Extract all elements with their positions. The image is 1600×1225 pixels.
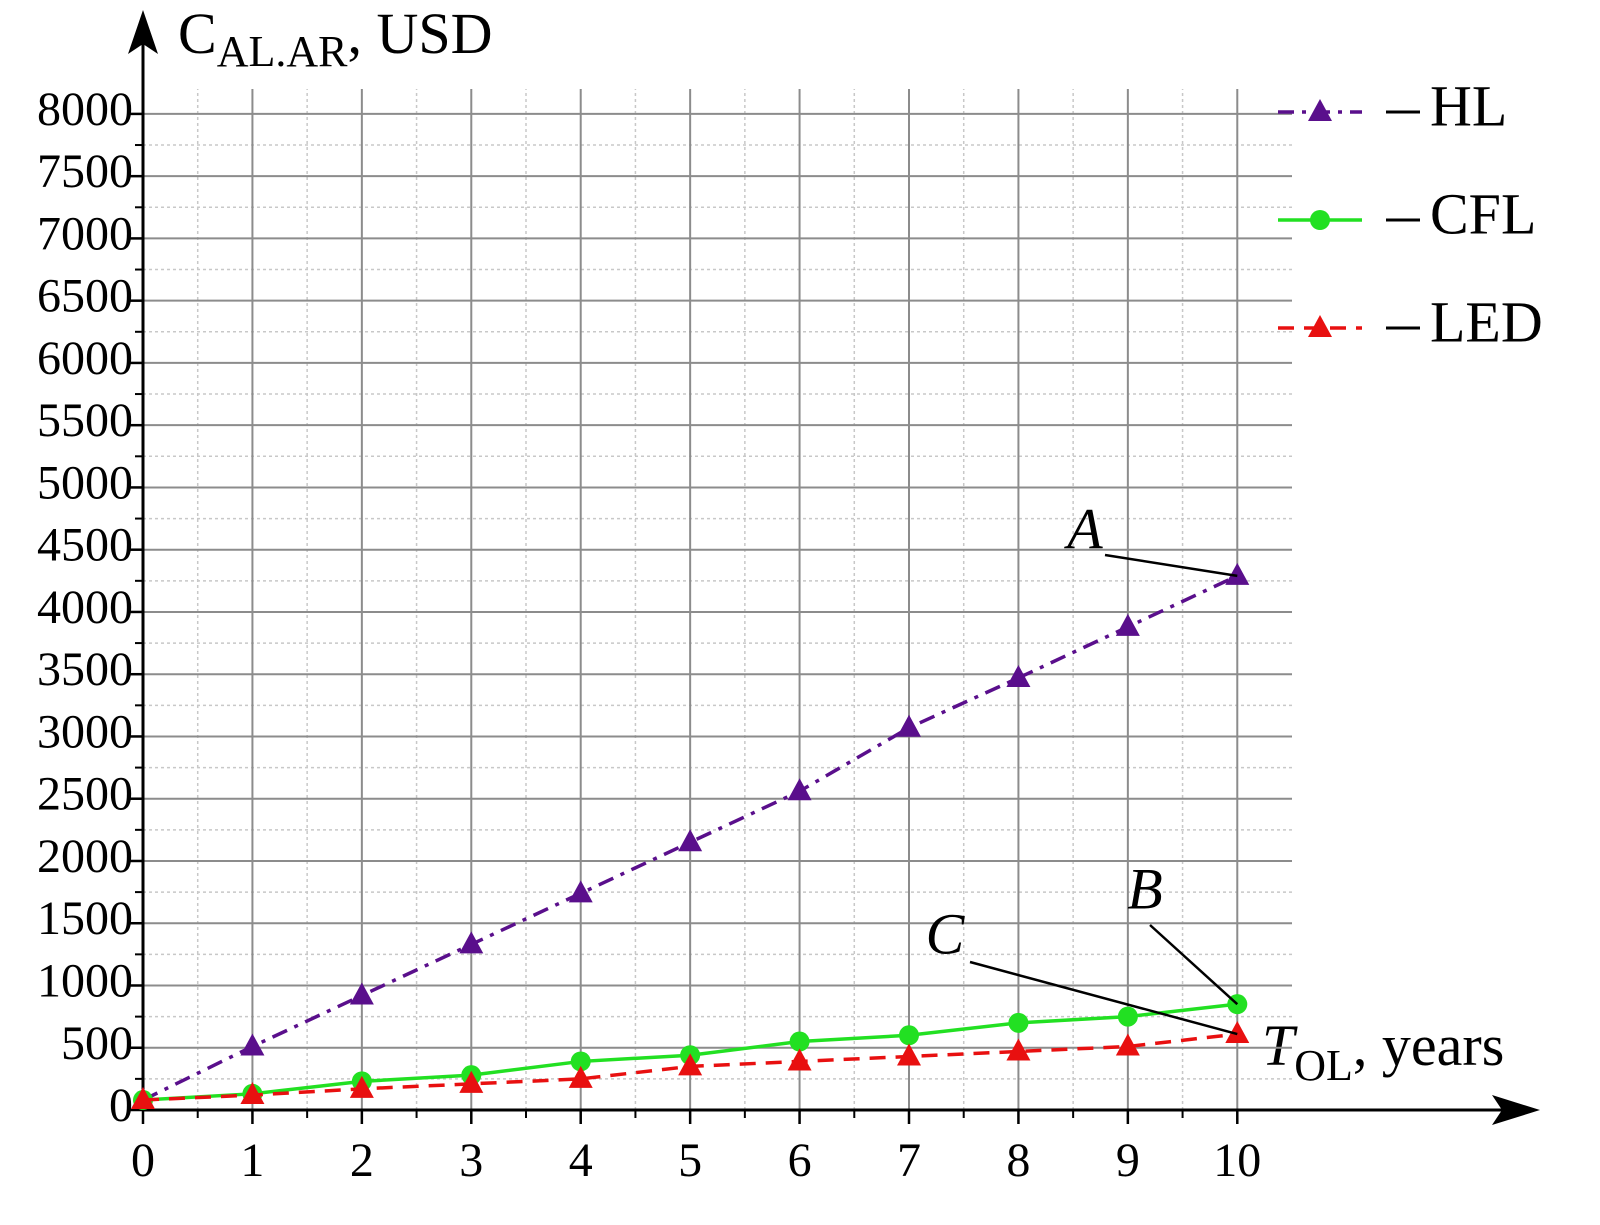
legend-entry: LED [1278,289,1543,354]
y-tick-label: 8000 [37,83,133,136]
series-line [142,574,1239,1102]
data-point [568,880,593,903]
y-tick-label: 5500 [37,394,133,447]
y-axis-title-rest: , USD [347,1,492,66]
data-point [1006,1038,1031,1061]
data-point [789,1031,810,1052]
y-tick-label: 500 [61,1017,133,1070]
y-tick-label: 4500 [37,519,133,572]
legend-label: LED [1430,289,1543,354]
data-point [349,982,374,1005]
y-tick-label: 7500 [37,145,133,198]
x-tick-label: 0 [131,1134,155,1187]
y-tick-label: 6000 [37,332,133,385]
y-tick-label: 7000 [37,207,133,260]
data-point [240,1033,265,1056]
y-tick-label: 5000 [37,456,133,509]
x-tick-label: 6 [788,1134,812,1187]
y-axis-title-main: C [178,1,217,66]
x-axis-title: TOL, years [1262,1013,1504,1090]
legend-marker [1308,315,1332,337]
annotation: C [926,901,966,966]
data-point [459,931,484,954]
data-point [1115,1033,1140,1056]
data-point [1115,613,1140,636]
y-tick-label: 4000 [37,581,133,634]
legend-label: HL [1430,73,1507,138]
data-point [678,829,703,852]
data-point [1008,1012,1029,1033]
y-tick-label: 1000 [37,955,133,1008]
x-tick-label: 2 [350,1134,374,1187]
annotation-leader [1104,553,1238,578]
y-tick-label: 3000 [37,705,133,758]
legend-label: CFL [1430,181,1536,246]
x-axis-title-sub: OL [1294,1041,1353,1090]
legend-marker [1310,210,1330,230]
y-tick-label: 0 [109,1079,133,1132]
y-axis-title-sub: AL.AR [217,27,348,76]
annotation-leader [969,960,1238,1036]
data-point [897,1043,921,1066]
data-point [240,1082,265,1105]
y-tick-label: 3500 [37,643,133,696]
data-point [568,1065,593,1088]
data-point [459,1070,484,1093]
x-tick-label: 10 [1213,1134,1261,1187]
data-point [899,1025,919,1046]
data-point [1117,1006,1138,1027]
x-tick-label: 1 [240,1134,264,1187]
x-tick-label: 8 [1006,1134,1030,1187]
x-axis-title-main: T [1262,1013,1298,1078]
data-point [787,1048,812,1071]
data-point [1225,1021,1250,1044]
legend-marker [1308,99,1332,121]
x-tick-label: 3 [459,1134,483,1187]
data-point [897,714,921,737]
legend-entry: HL [1278,73,1507,138]
y-tick-label: 2500 [37,768,133,821]
y-tick-label: 6500 [37,270,133,323]
y-tick-label: 1500 [37,892,133,945]
x-tick-label: 9 [1116,1134,1140,1187]
x-axis-title-rest: , years [1353,1013,1504,1078]
annotation-leader [1149,924,1239,1006]
y-tick-label: 2000 [37,830,133,883]
x-tick-label: 5 [678,1134,702,1187]
x-tick-label: 7 [897,1134,921,1187]
annotation: B [1127,856,1162,921]
annotation: A [1063,496,1103,561]
data-point [349,1075,374,1098]
data-point [787,778,812,801]
data-point [570,1051,591,1072]
data-point [131,1087,155,1110]
legend-entry: CFL [1278,181,1536,246]
data-point [1225,562,1250,585]
y-axis-arrow [128,10,158,54]
data-point [1006,664,1031,687]
data-point [678,1053,703,1076]
x-tick-label: 4 [569,1134,593,1187]
x-axis-arrow [1492,1095,1540,1125]
y-axis-title: CAL.AR, USD [178,1,493,76]
